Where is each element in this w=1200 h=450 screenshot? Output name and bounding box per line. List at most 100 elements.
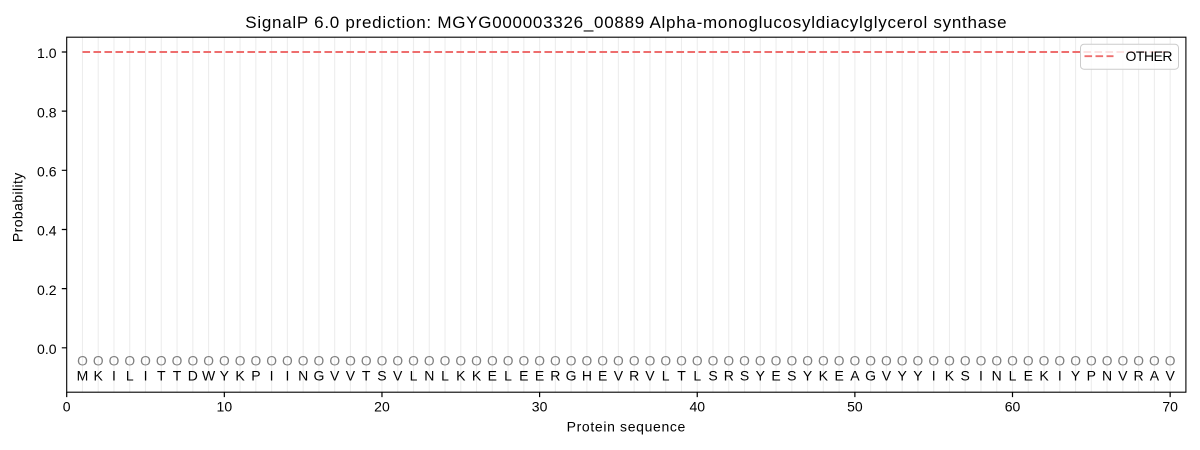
svg-text:E: E [488, 368, 497, 384]
svg-text:P: P [251, 368, 260, 384]
svg-text:I: I [1058, 368, 1062, 384]
svg-text:P: P [1087, 368, 1096, 384]
svg-text:R: R [629, 368, 639, 384]
svg-text:1.0: 1.0 [37, 45, 57, 61]
svg-text:O: O [660, 353, 671, 368]
svg-text:S: S [377, 368, 386, 384]
svg-text:T: T [362, 368, 371, 384]
svg-text:0.6: 0.6 [37, 164, 57, 180]
svg-text:S: S [740, 368, 749, 384]
svg-text:O: O [582, 353, 593, 368]
svg-text:E: E [834, 368, 843, 384]
svg-text:O: O [566, 353, 577, 368]
svg-text:G: G [566, 368, 577, 384]
svg-text:V: V [614, 368, 624, 384]
svg-text:O: O [723, 353, 734, 368]
svg-text:O: O [1007, 353, 1018, 368]
svg-text:O: O [786, 353, 797, 368]
svg-text:E: E [1024, 368, 1033, 384]
svg-text:V: V [1118, 368, 1128, 384]
svg-text:Y: Y [1071, 368, 1081, 384]
svg-text:S: S [961, 368, 970, 384]
svg-text:O: O [1102, 353, 1113, 368]
svg-text:O: O [645, 353, 656, 368]
svg-text:O: O [881, 353, 892, 368]
svg-text:O: O [266, 353, 277, 368]
svg-text:V: V [330, 368, 340, 384]
svg-text:10: 10 [217, 399, 233, 415]
svg-text:O: O [897, 353, 908, 368]
svg-text:O: O [928, 353, 939, 368]
svg-text:OTHER: OTHER [1126, 48, 1173, 64]
svg-text:I: I [144, 368, 148, 384]
svg-text:O: O [1070, 353, 1081, 368]
svg-text:V: V [1165, 368, 1175, 384]
svg-text:O: O [172, 353, 183, 368]
svg-text:D: D [188, 368, 198, 384]
svg-text:O: O [1039, 353, 1050, 368]
svg-text:60: 60 [1005, 399, 1021, 415]
svg-text:O: O [1149, 353, 1160, 368]
svg-text:N: N [992, 368, 1002, 384]
svg-text:O: O [850, 353, 861, 368]
svg-text:O: O [1023, 353, 1034, 368]
svg-text:O: O [739, 353, 750, 368]
svg-text:I: I [932, 368, 936, 384]
svg-text:O: O [597, 353, 608, 368]
svg-text:O: O [944, 353, 955, 368]
svg-text:L: L [441, 368, 449, 384]
svg-text:O: O [613, 353, 624, 368]
svg-text:M: M [77, 368, 89, 384]
svg-text:I: I [270, 368, 274, 384]
svg-text:O: O [550, 353, 561, 368]
svg-text:K: K [819, 368, 829, 384]
svg-text:K: K [945, 368, 955, 384]
svg-text:0.4: 0.4 [37, 223, 57, 239]
svg-text:O: O [755, 353, 766, 368]
svg-text:O: O [392, 353, 403, 368]
svg-text:V: V [393, 368, 403, 384]
svg-text:V: V [346, 368, 356, 384]
svg-text:G: G [313, 368, 324, 384]
svg-text:SignalP 6.0 prediction: MGYG00: SignalP 6.0 prediction: MGYG000003326_00… [245, 13, 1007, 32]
svg-text:Y: Y [803, 368, 813, 384]
svg-text:0.0: 0.0 [37, 341, 57, 357]
svg-text:O: O [471, 353, 482, 368]
svg-text:40: 40 [689, 399, 705, 415]
svg-text:0: 0 [63, 399, 71, 415]
svg-text:O: O [676, 353, 687, 368]
svg-text:A: A [850, 368, 860, 384]
svg-text:R: R [724, 368, 734, 384]
svg-text:I: I [112, 368, 116, 384]
svg-text:N: N [1102, 368, 1112, 384]
svg-text:O: O [124, 353, 135, 368]
svg-text:H: H [582, 368, 592, 384]
svg-text:O: O [991, 353, 1002, 368]
svg-text:O: O [1086, 353, 1097, 368]
svg-text:O: O [1117, 353, 1128, 368]
svg-text:I: I [979, 368, 983, 384]
svg-text:O: O [534, 353, 545, 368]
svg-text:O: O [1133, 353, 1144, 368]
svg-text:O: O [203, 353, 214, 368]
svg-text:Probability: Probability [10, 172, 26, 242]
svg-text:R: R [550, 368, 560, 384]
svg-text:S: S [787, 368, 796, 384]
svg-text:0.2: 0.2 [37, 282, 57, 298]
svg-text:O: O [960, 353, 971, 368]
svg-text:O: O [518, 353, 529, 368]
svg-text:A: A [1150, 368, 1160, 384]
svg-text:O: O [802, 353, 813, 368]
svg-text:T: T [157, 368, 166, 384]
svg-text:O: O [282, 353, 293, 368]
svg-text:R: R [1134, 368, 1144, 384]
svg-text:K: K [456, 368, 466, 384]
svg-text:O: O [377, 353, 388, 368]
svg-text:L: L [410, 368, 418, 384]
svg-text:L: L [662, 368, 670, 384]
svg-text:L: L [126, 368, 134, 384]
svg-text:K: K [1039, 368, 1049, 384]
svg-text:K: K [94, 368, 104, 384]
svg-text:O: O [1165, 353, 1176, 368]
svg-text:O: O [865, 353, 876, 368]
